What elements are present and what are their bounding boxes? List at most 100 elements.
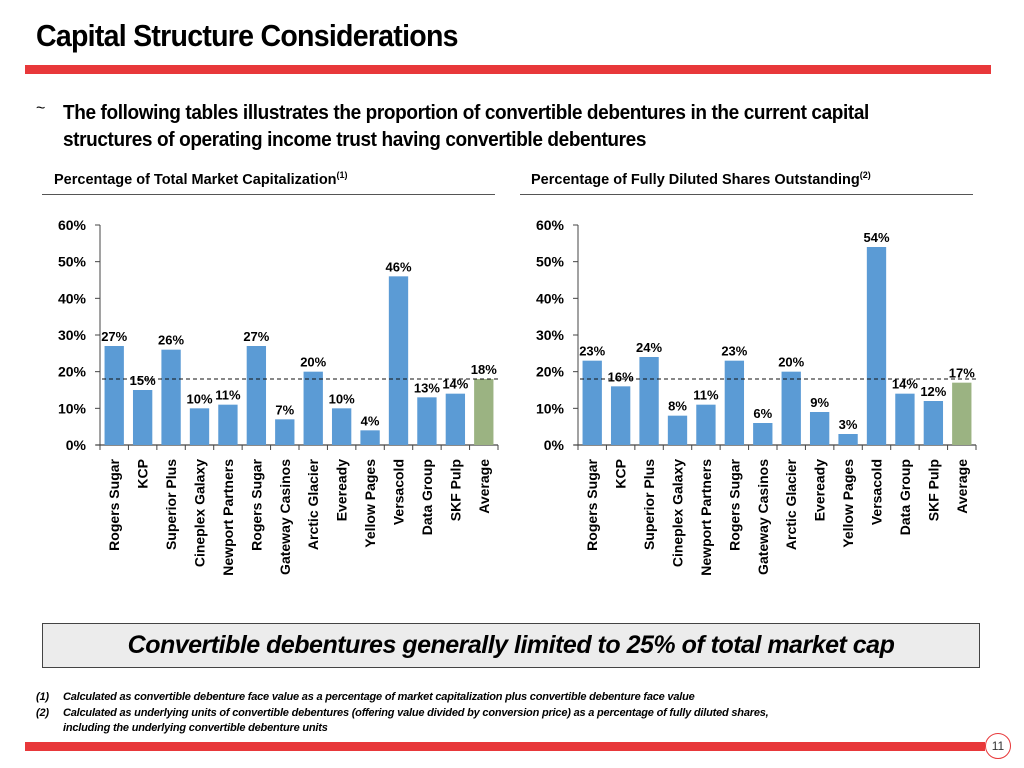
- y-tick-label: 20%: [536, 364, 565, 380]
- data-label: 14%: [892, 377, 918, 392]
- data-label: 54%: [863, 230, 889, 245]
- category-label: Superior Plus: [641, 459, 657, 550]
- category-label: Yellow Pages: [362, 459, 378, 548]
- data-label: 23%: [721, 344, 747, 359]
- category-label: Data Group: [419, 459, 435, 535]
- data-label: 11%: [215, 388, 241, 403]
- data-label: 9%: [810, 395, 829, 410]
- category-label: Average: [476, 459, 492, 514]
- data-label: 12%: [920, 384, 946, 399]
- y-tick-label: 30%: [58, 327, 87, 343]
- bar: [246, 346, 267, 445]
- bar: [417, 397, 437, 445]
- callout-box: Convertible debentures generally limited…: [42, 623, 980, 668]
- chart-title-divider: [42, 194, 495, 195]
- data-label: 15%: [130, 373, 156, 388]
- y-tick-label: 10%: [536, 400, 565, 416]
- data-label: 16%: [608, 369, 634, 384]
- data-label: 46%: [385, 259, 411, 274]
- category-label: Cineplex Galaxy: [670, 459, 686, 567]
- footnote-2-text: Calculated as underlying units of conver…: [63, 707, 769, 719]
- category-label: SKF Pulp: [447, 459, 463, 521]
- data-label: 13%: [414, 380, 440, 395]
- data-label: 24%: [636, 340, 662, 355]
- y-tick-label: 60%: [536, 217, 565, 233]
- data-label: 3%: [839, 417, 858, 432]
- bar: [303, 371, 323, 445]
- category-label: Versacold: [391, 459, 407, 525]
- y-tick-label: 0%: [544, 437, 565, 453]
- category-label: Average: [954, 459, 970, 514]
- callout-text: Convertible debentures generally limited…: [127, 631, 895, 659]
- y-tick-label: 40%: [536, 290, 565, 306]
- data-label: 8%: [668, 399, 687, 414]
- header-divider: [25, 65, 991, 74]
- bar: [445, 393, 466, 445]
- data-label: 27%: [243, 329, 269, 344]
- bar: [838, 434, 858, 445]
- chart-title-text: Percentage of Total Market Capitalizatio…: [54, 171, 337, 188]
- data-label: 23%: [579, 344, 605, 359]
- y-tick-label: 10%: [58, 400, 87, 416]
- category-label: Rogers Sugar: [584, 458, 600, 550]
- page-number: 11: [985, 733, 1011, 759]
- bar: [923, 401, 944, 445]
- bar: [189, 408, 210, 445]
- bar: [610, 386, 631, 445]
- category-label: KCP: [613, 459, 629, 489]
- chart-title-diluted-shares: Percentage of Fully Diluted Shares Outst…: [531, 170, 871, 188]
- chart-title-footnote-ref: (2): [859, 170, 871, 180]
- y-tick-label: 0%: [66, 437, 87, 453]
- bar: [781, 371, 801, 445]
- bar: [360, 430, 380, 445]
- bar: [639, 357, 659, 445]
- category-label: Arctic Glacier: [305, 458, 321, 550]
- bar: [218, 404, 238, 445]
- category-label: Newport Partners: [220, 459, 236, 576]
- footnote-1-text: Calculated as convertible debenture face…: [63, 691, 695, 703]
- category-label: SKF Pulp: [925, 459, 941, 521]
- category-label: KCP: [135, 459, 151, 489]
- bar-average: [474, 379, 494, 445]
- data-label: 7%: [275, 402, 294, 417]
- data-label: 20%: [778, 355, 804, 370]
- chart-title-footnote-ref: (1): [336, 170, 348, 180]
- data-label: 17%: [949, 366, 975, 381]
- category-label: Superior Plus: [163, 459, 179, 550]
- bullet-icon: ~: [36, 100, 46, 117]
- category-label: Eveready: [334, 459, 350, 521]
- y-tick-label: 60%: [58, 217, 87, 233]
- footer-divider: [25, 742, 985, 751]
- bar: [275, 419, 295, 445]
- category-label: Gateway Casinos: [277, 459, 293, 575]
- data-label: 20%: [300, 355, 326, 370]
- bar: [331, 408, 352, 445]
- bar: [132, 390, 153, 445]
- footnote-2-number: (2): [36, 707, 49, 719]
- bar: [104, 346, 124, 445]
- category-label: Rogers Sugar: [248, 458, 264, 550]
- category-label: Newport Partners: [698, 459, 714, 576]
- chart-title-text: Percentage of Fully Diluted Shares Outst…: [531, 171, 860, 188]
- y-tick-label: 50%: [58, 254, 87, 270]
- bar: [388, 276, 409, 445]
- bullet-text: The following tables illustrates the pro…: [63, 102, 869, 151]
- footnote-2-text-continued: including the underlying convertible deb…: [63, 722, 328, 734]
- data-label: 10%: [329, 391, 355, 406]
- category-label: Data Group: [897, 459, 913, 535]
- slide-title: Capital Structure Considerations: [36, 18, 458, 53]
- data-label: 18%: [471, 362, 497, 377]
- category-label: Yellow Pages: [840, 459, 856, 548]
- category-label: Arctic Glacier: [783, 458, 799, 550]
- data-label: 6%: [753, 406, 772, 421]
- y-tick-label: 20%: [58, 364, 87, 380]
- category-label: Gateway Casinos: [755, 459, 771, 575]
- data-label: 10%: [186, 391, 212, 406]
- bar: [809, 412, 830, 445]
- y-tick-label: 50%: [536, 254, 565, 270]
- data-label: 4%: [361, 413, 380, 428]
- chart-title-market-cap: Percentage of Total Market Capitalizatio…: [54, 170, 348, 188]
- bar: [724, 360, 745, 445]
- category-label: Eveready: [812, 459, 828, 521]
